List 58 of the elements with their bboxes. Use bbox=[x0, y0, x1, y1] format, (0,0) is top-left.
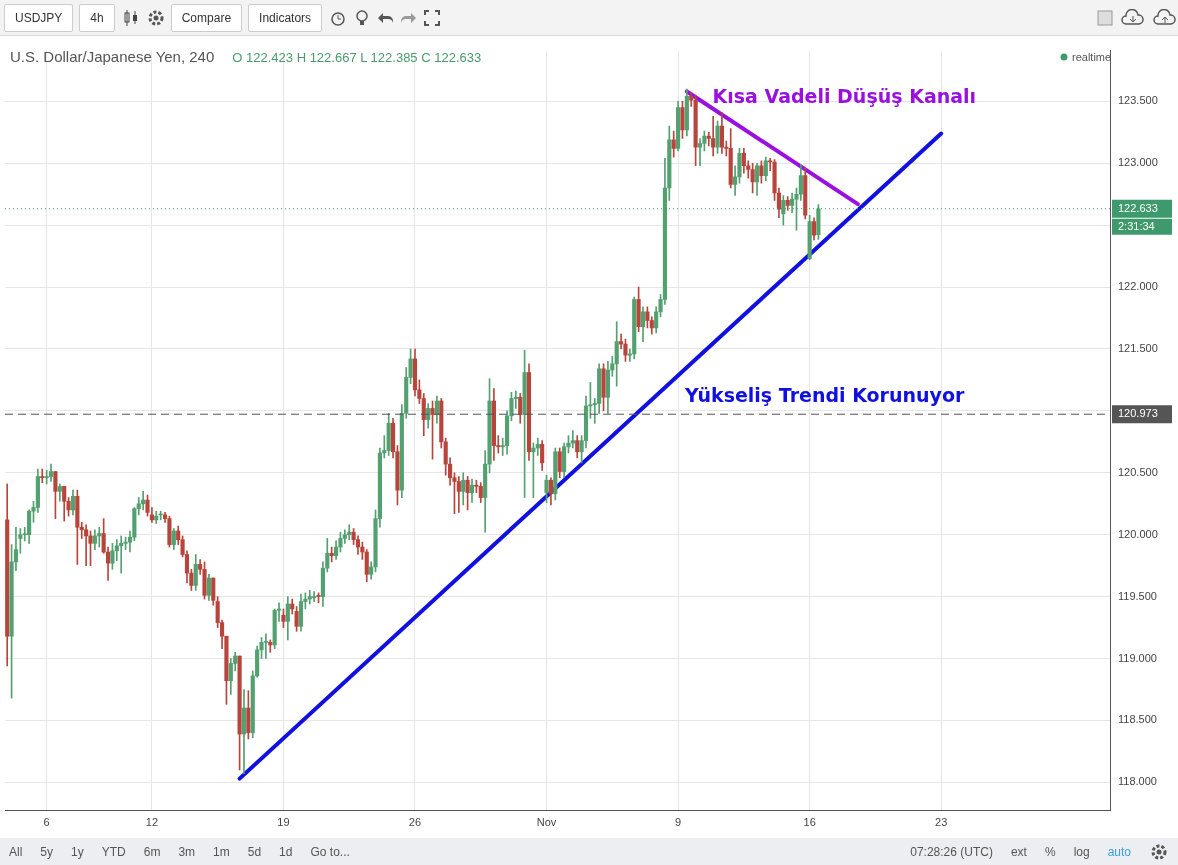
text: 07:28:26 (UTC) bbox=[909, 844, 994, 859]
y-tick-label: 123.000 bbox=[1118, 156, 1158, 169]
text: 6m bbox=[142, 844, 162, 859]
x-tick-label: 12 bbox=[145, 816, 159, 829]
text: 3m bbox=[177, 844, 197, 859]
candlestick bbox=[711, 115, 716, 157]
x-tick-label: 16 bbox=[803, 816, 816, 829]
x-tick-label: 19 bbox=[277, 816, 290, 829]
chart-subtitle: O 122.423 H 122.667 L 122.385 C 122.633 bbox=[232, 50, 482, 65]
text: Go to... bbox=[309, 844, 351, 859]
y-tick-label: 118.000 bbox=[1118, 775, 1157, 788]
candlestick bbox=[40, 468, 45, 484]
y-tick-label: 119.000 bbox=[1118, 651, 1157, 664]
y-tick-label: 120.000 bbox=[1118, 527, 1158, 540]
candlestick bbox=[307, 590, 312, 605]
candlestick bbox=[312, 591, 317, 602]
candlestick bbox=[697, 138, 703, 167]
candlestick bbox=[329, 546, 334, 563]
chart-title: U.S. Dollar/Japanese Yen, 240 bbox=[10, 48, 215, 65]
y-tick-label: 123.500 bbox=[1118, 94, 1158, 107]
candlestick bbox=[263, 633, 268, 659]
text: USDJPY bbox=[4, 3, 74, 32]
candlestick bbox=[347, 524, 352, 540]
x-tick-label: 6 bbox=[43, 816, 50, 829]
y-tick-label: 122.000 bbox=[1118, 280, 1158, 293]
y-tick-label: 120.500 bbox=[1118, 465, 1158, 478]
text: 5d bbox=[246, 844, 263, 859]
text: % bbox=[1043, 844, 1057, 859]
x-tick-label: 26 bbox=[408, 816, 422, 829]
x-tick-label: 9 bbox=[675, 816, 682, 829]
series-label: Yükseliş Trendi Korunuyor bbox=[684, 383, 965, 406]
text: Compare bbox=[170, 3, 243, 32]
candlestick bbox=[119, 535, 124, 574]
text: All bbox=[8, 844, 24, 859]
y-tick-label: 121.500 bbox=[1118, 342, 1158, 355]
text: 1m bbox=[212, 844, 231, 859]
text: 1y bbox=[70, 844, 85, 859]
text: 4h bbox=[79, 3, 115, 32]
candlestick bbox=[97, 526, 102, 548]
text: YTD bbox=[100, 844, 127, 859]
annotation: realtime bbox=[1072, 51, 1112, 63]
candlestick bbox=[84, 524, 89, 566]
x-tick-label: 23 bbox=[935, 816, 948, 829]
text: 2:31:34 bbox=[1118, 219, 1155, 232]
text: 1d bbox=[278, 844, 294, 859]
ref-line-label: 122.633 bbox=[1118, 201, 1158, 214]
text: log bbox=[1072, 844, 1091, 859]
x-tick-label: Nov bbox=[536, 816, 557, 829]
ref-line-label: 120.973 bbox=[1118, 407, 1158, 420]
y-tick-label: 119.500 bbox=[1118, 589, 1157, 602]
text: 5y bbox=[39, 844, 55, 859]
series-label: Kısa Vadeli Düşüş Kanalı bbox=[712, 85, 977, 108]
candlestick bbox=[570, 430, 575, 449]
text: Indicators bbox=[248, 3, 323, 32]
text: auto bbox=[1106, 844, 1132, 859]
candlestick bbox=[268, 639, 273, 653]
text: ext bbox=[1009, 844, 1028, 859]
y-tick-label: 118.500 bbox=[1118, 713, 1157, 726]
